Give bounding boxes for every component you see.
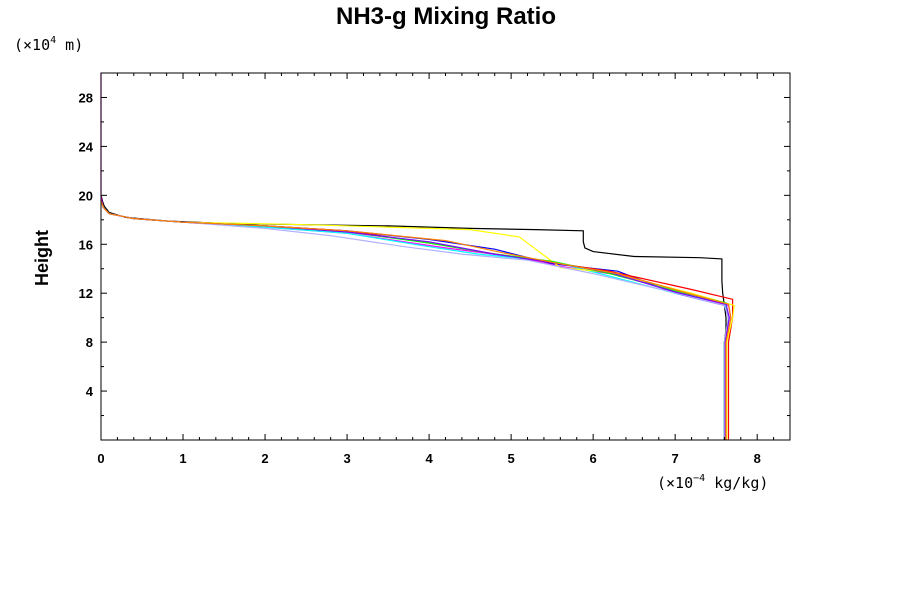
x-tick-label: 7 [672, 451, 679, 466]
x-tick-label: 6 [590, 451, 597, 466]
y-tick-label: 12 [79, 286, 93, 301]
chart-title: NH3-g Mixing Ratio [336, 3, 556, 30]
series-line-1 [100, 195, 727, 440]
y-tick-label: 24 [79, 139, 94, 154]
x-tick-label: 2 [261, 451, 268, 466]
plot-frame [100, 72, 791, 441]
series-line-10 [100, 201, 732, 440]
x-tick-label: 1 [179, 451, 186, 466]
x-tick-label: 8 [754, 451, 761, 466]
x-tick-label: 3 [343, 451, 350, 466]
y-tick-label: 20 [79, 188, 93, 203]
x-tick-label: 5 [508, 451, 515, 466]
y-tick-label: 8 [86, 335, 93, 350]
series-layer [100, 73, 735, 440]
y-unit-label: (×104 m) [14, 35, 83, 54]
x-tick-label: 4 [425, 451, 433, 466]
y-tick-label: 28 [79, 90, 93, 105]
x-tick-label: 0 [97, 451, 104, 466]
y-tick-label: 16 [79, 237, 93, 252]
series-line-6 [100, 201, 735, 440]
y-axis-label: Height [32, 230, 52, 286]
x-unit-label: (×10−4 kg/kg) [657, 473, 768, 492]
y-tick-label: 4 [86, 384, 94, 399]
